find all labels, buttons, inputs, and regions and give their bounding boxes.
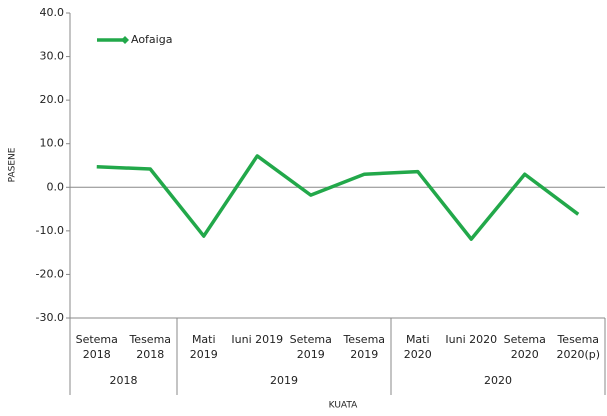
y-axis-title: PASENE bbox=[8, 147, 18, 182]
y-tick-label: -20.0 bbox=[36, 267, 64, 280]
y-tick-label: 30.0 bbox=[40, 50, 65, 63]
x-tick-label: Tesema 2018 bbox=[128, 333, 171, 361]
x-axis-title: KUATA bbox=[329, 401, 359, 411]
group-label: 2020 bbox=[484, 374, 512, 387]
y-tick-label: 40.0 bbox=[40, 6, 65, 19]
group-label: 2019 bbox=[270, 374, 298, 387]
x-tick-label: Mati 2019 bbox=[190, 333, 218, 361]
x-tick-label: Tesema 2020(p) bbox=[556, 333, 600, 361]
legend-marker bbox=[121, 36, 129, 44]
x-tick-label: Iuni 2019 bbox=[231, 333, 283, 346]
series-line bbox=[96, 154, 580, 241]
y-tick-label: 20.0 bbox=[40, 93, 65, 106]
legend-label: Aofaiga bbox=[131, 33, 172, 46]
y-tick-label: -10.0 bbox=[36, 224, 64, 237]
x-tick-label: Setema 2020 bbox=[504, 333, 546, 361]
x-tick-label: Iuni 2020 bbox=[445, 333, 497, 346]
y-tick-label: 10.0 bbox=[40, 137, 65, 150]
y-tick-label: 0.0 bbox=[47, 180, 65, 193]
x-tick-label: Tesema 2019 bbox=[342, 333, 385, 361]
y-tick-label: -30.0 bbox=[36, 311, 64, 324]
x-tick-label: Setema 2018 bbox=[76, 333, 118, 361]
x-tick-label: Setema 2019 bbox=[290, 333, 332, 361]
x-tick-label: Mati 2020 bbox=[404, 333, 432, 361]
group-label: 2018 bbox=[110, 374, 138, 387]
